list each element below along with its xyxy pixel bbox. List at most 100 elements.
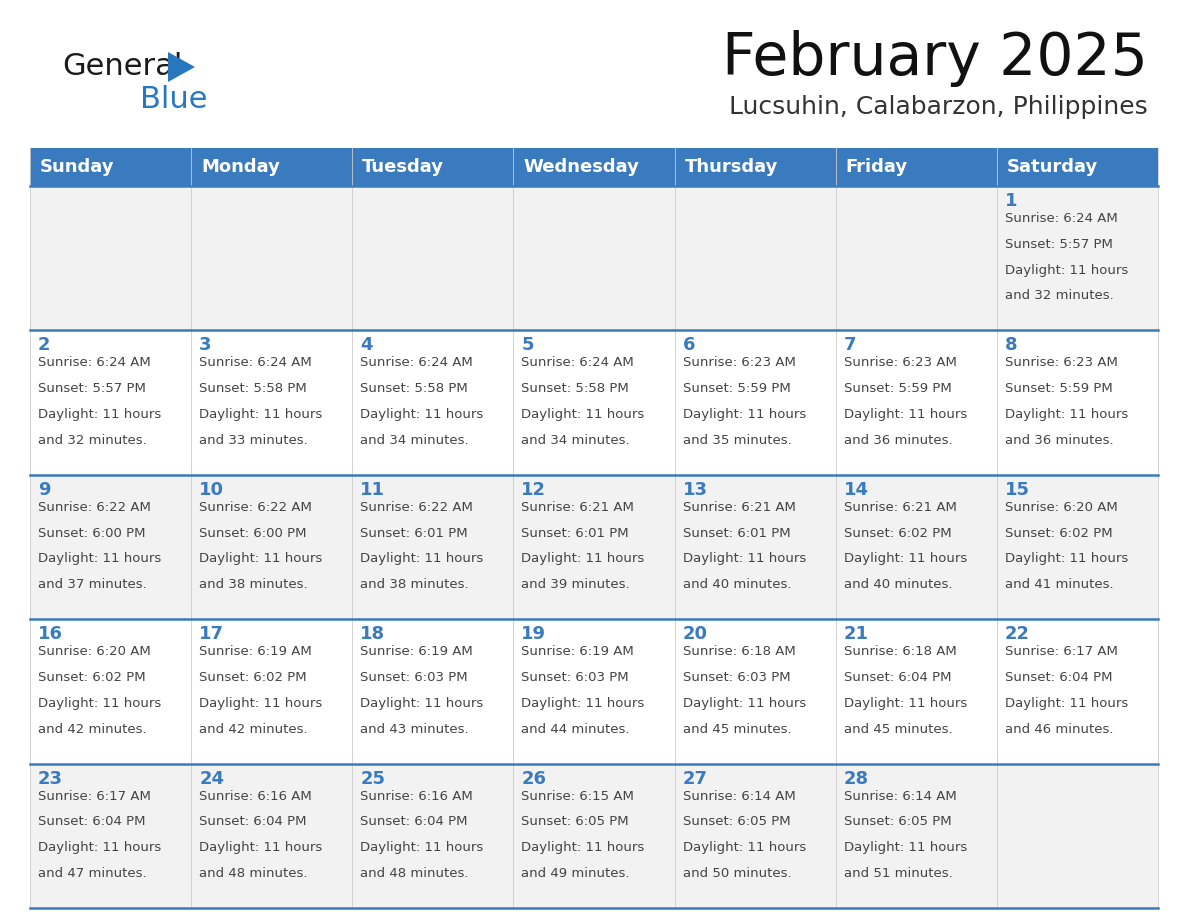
Text: Sunrise: 6:14 AM: Sunrise: 6:14 AM [683,789,795,802]
Text: and 47 minutes.: and 47 minutes. [38,867,146,880]
Text: 4: 4 [360,336,373,354]
Text: 20: 20 [683,625,708,644]
Text: and 49 minutes.: and 49 minutes. [522,867,630,880]
Text: Sunrise: 6:19 AM: Sunrise: 6:19 AM [522,645,634,658]
Bar [30,620,1158,764]
Text: and 48 minutes.: and 48 minutes. [360,867,469,880]
Text: Sunrise: 6:23 AM: Sunrise: 6:23 AM [1005,356,1118,369]
Bar [835,148,997,186]
Text: Sunset: 6:03 PM: Sunset: 6:03 PM [360,671,468,684]
Text: Daylight: 11 hours: Daylight: 11 hours [200,697,322,710]
Text: 9: 9 [38,481,51,498]
Text: Sunrise: 6:24 AM: Sunrise: 6:24 AM [38,356,151,369]
Text: Sunset: 5:59 PM: Sunset: 5:59 PM [683,382,790,395]
Text: Sunrise: 6:23 AM: Sunrise: 6:23 AM [843,356,956,369]
Text: and 32 minutes.: and 32 minutes. [38,434,147,447]
Text: Daylight: 11 hours: Daylight: 11 hours [843,553,967,565]
Text: 26: 26 [522,769,546,788]
Bar [30,475,1158,620]
Text: and 38 minutes.: and 38 minutes. [200,578,308,591]
Text: 3: 3 [200,336,211,354]
Text: Daylight: 11 hours: Daylight: 11 hours [200,841,322,854]
Text: Sunset: 6:04 PM: Sunset: 6:04 PM [360,815,468,828]
Text: Sunset: 6:04 PM: Sunset: 6:04 PM [38,815,145,828]
Text: 23: 23 [38,769,63,788]
Text: Sunset: 5:57 PM: Sunset: 5:57 PM [1005,238,1113,251]
Text: and 42 minutes.: and 42 minutes. [200,722,308,735]
Text: Sunrise: 6:24 AM: Sunrise: 6:24 AM [1005,212,1118,225]
Text: Sunrise: 6:21 AM: Sunrise: 6:21 AM [522,501,634,514]
Text: 18: 18 [360,625,385,644]
Text: Sunrise: 6:23 AM: Sunrise: 6:23 AM [683,356,796,369]
Text: Daylight: 11 hours: Daylight: 11 hours [1005,408,1129,421]
Text: Sunrise: 6:14 AM: Sunrise: 6:14 AM [843,789,956,802]
Text: 5: 5 [522,336,533,354]
Text: Daylight: 11 hours: Daylight: 11 hours [683,841,805,854]
Text: 11: 11 [360,481,385,498]
Text: Sunset: 5:59 PM: Sunset: 5:59 PM [1005,382,1113,395]
Text: and 40 minutes.: and 40 minutes. [683,578,791,591]
Text: Sunrise: 6:16 AM: Sunrise: 6:16 AM [200,789,312,802]
Text: Saturday: Saturday [1007,158,1098,176]
Text: Daylight: 11 hours: Daylight: 11 hours [38,841,162,854]
Text: Sunrise: 6:21 AM: Sunrise: 6:21 AM [683,501,796,514]
Text: Sunset: 5:58 PM: Sunset: 5:58 PM [360,382,468,395]
Bar [30,764,1158,908]
Text: and 35 minutes.: and 35 minutes. [683,434,791,447]
Text: and 46 minutes.: and 46 minutes. [1005,722,1113,735]
Text: and 37 minutes.: and 37 minutes. [38,578,147,591]
Text: 17: 17 [200,625,225,644]
Text: Daylight: 11 hours: Daylight: 11 hours [522,408,645,421]
Text: Daylight: 11 hours: Daylight: 11 hours [360,697,484,710]
Text: Sunrise: 6:17 AM: Sunrise: 6:17 AM [1005,645,1118,658]
Text: Sunset: 6:04 PM: Sunset: 6:04 PM [1005,671,1112,684]
Text: Daylight: 11 hours: Daylight: 11 hours [683,697,805,710]
Bar [353,148,513,186]
Text: Sunset: 6:01 PM: Sunset: 6:01 PM [683,527,790,540]
Text: 16: 16 [38,625,63,644]
Text: and 41 minutes.: and 41 minutes. [1005,578,1113,591]
Text: Sunset: 6:00 PM: Sunset: 6:00 PM [38,527,145,540]
Text: Daylight: 11 hours: Daylight: 11 hours [360,408,484,421]
Text: and 40 minutes.: and 40 minutes. [843,578,953,591]
Text: 13: 13 [683,481,708,498]
Text: and 44 minutes.: and 44 minutes. [522,722,630,735]
Text: Daylight: 11 hours: Daylight: 11 hours [1005,697,1129,710]
Text: Sunset: 6:02 PM: Sunset: 6:02 PM [1005,527,1112,540]
Text: and 39 minutes.: and 39 minutes. [522,578,630,591]
Text: and 34 minutes.: and 34 minutes. [360,434,469,447]
Text: Daylight: 11 hours: Daylight: 11 hours [522,553,645,565]
Text: Sunset: 6:00 PM: Sunset: 6:00 PM [200,527,307,540]
Text: 2: 2 [38,336,51,354]
Text: Lucsuhin, Calabarzon, Philippines: Lucsuhin, Calabarzon, Philippines [729,95,1148,119]
Text: 6: 6 [683,336,695,354]
Text: Sunset: 6:04 PM: Sunset: 6:04 PM [200,815,307,828]
Text: and 50 minutes.: and 50 minutes. [683,867,791,880]
Text: Daylight: 11 hours: Daylight: 11 hours [38,697,162,710]
Text: 21: 21 [843,625,868,644]
Text: Daylight: 11 hours: Daylight: 11 hours [38,553,162,565]
Text: Sunday: Sunday [40,158,114,176]
Text: Sunset: 5:58 PM: Sunset: 5:58 PM [522,382,630,395]
Text: Daylight: 11 hours: Daylight: 11 hours [200,408,322,421]
Text: Sunrise: 6:20 AM: Sunrise: 6:20 AM [38,645,151,658]
Text: Daylight: 11 hours: Daylight: 11 hours [522,841,645,854]
Text: and 48 minutes.: and 48 minutes. [200,867,308,880]
Text: Daylight: 11 hours: Daylight: 11 hours [522,697,645,710]
Text: and 45 minutes.: and 45 minutes. [843,722,953,735]
Text: and 51 minutes.: and 51 minutes. [843,867,953,880]
Text: 24: 24 [200,769,225,788]
Text: Sunset: 5:58 PM: Sunset: 5:58 PM [200,382,307,395]
Bar [675,148,835,186]
Text: and 36 minutes.: and 36 minutes. [843,434,953,447]
Text: Sunrise: 6:24 AM: Sunrise: 6:24 AM [360,356,473,369]
Text: Wednesday: Wednesday [524,158,639,176]
Text: Sunset: 6:03 PM: Sunset: 6:03 PM [522,671,630,684]
Text: 25: 25 [360,769,385,788]
Text: Daylight: 11 hours: Daylight: 11 hours [843,408,967,421]
Polygon shape [168,52,195,82]
Text: and 38 minutes.: and 38 minutes. [360,578,469,591]
Text: 12: 12 [522,481,546,498]
Bar [30,148,191,186]
Text: Tuesday: Tuesday [362,158,444,176]
